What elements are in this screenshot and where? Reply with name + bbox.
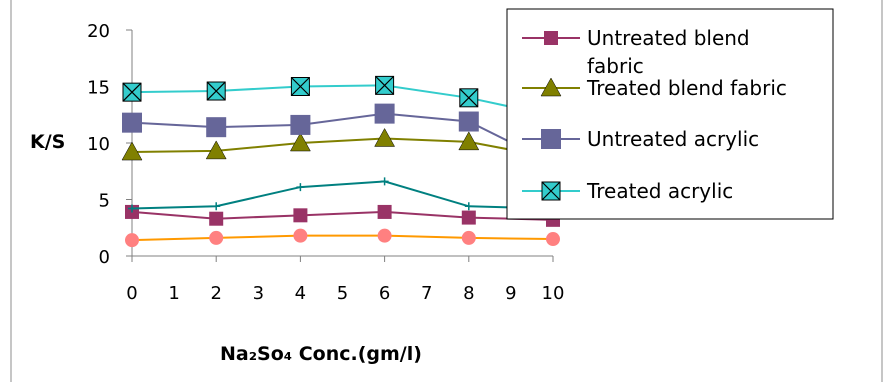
x-tick-label: 2 (210, 283, 221, 304)
x-tick-label: 3 (253, 283, 264, 304)
data-point (125, 233, 139, 248)
legend-marker (541, 181, 561, 201)
data-point (121, 141, 143, 161)
data-point (293, 228, 308, 243)
legend-marker (544, 31, 558, 45)
x-axis-title: Na₂So₄ Conc.(gm/l) (220, 343, 422, 365)
series-line (131, 180, 554, 210)
data-point (212, 202, 221, 211)
y-tick-label: 0 (99, 247, 110, 268)
series-1 (125, 204, 560, 227)
series-line (131, 234, 554, 242)
data-point (546, 232, 560, 247)
data-point (464, 202, 473, 211)
y-tick-label: 15 (87, 78, 110, 99)
legend-label: Untreated acrylic (587, 127, 759, 151)
marker-cross (375, 75, 395, 95)
y-tick-label: 10 (87, 134, 110, 155)
legend-item: Untreated acrylic (522, 127, 759, 151)
marker-cross (122, 82, 142, 102)
x-tick-label: 1 (168, 283, 179, 304)
x-tick-label: 4 (295, 283, 306, 304)
data-point (458, 111, 479, 132)
legend-marker (541, 129, 561, 149)
legend-label: Treated acrylic (586, 179, 733, 203)
data-point (122, 112, 142, 133)
legend-label-line: fabric (587, 54, 644, 78)
data-point (122, 82, 142, 102)
data-point (461, 210, 476, 225)
legend-label: Treated blend fabric (586, 76, 787, 100)
y-tick-label: 5 (99, 191, 110, 212)
series-line (131, 137, 554, 159)
data-point (374, 103, 395, 124)
marker-cross (459, 88, 479, 108)
data-point (296, 183, 305, 192)
data-point (128, 204, 136, 213)
series-line (131, 84, 554, 117)
marker-cross (541, 181, 561, 201)
chart-border (10, 0, 883, 382)
series-4 (122, 75, 563, 126)
data-point (205, 140, 227, 160)
data-point (290, 114, 311, 135)
series-2 (121, 127, 564, 166)
legend-marker (540, 77, 562, 97)
x-tick-label: 0 (126, 283, 137, 304)
y-ticks: 0 5 10 15 20 (87, 21, 132, 268)
series-3 (122, 103, 563, 174)
legend-item: Untreated blend fabric (522, 26, 750, 78)
data-point (209, 211, 224, 226)
x-tick-label: 8 (463, 283, 474, 304)
data-point (289, 132, 311, 152)
x-ticks: 0 1 2 3 4 5 6 7 8 9 10 (126, 256, 564, 304)
marker-cross (206, 81, 226, 101)
data-point (459, 88, 479, 108)
data-point (293, 208, 308, 223)
data-point (290, 77, 310, 96)
y-tick-label: 20 (87, 21, 110, 42)
series-line (131, 210, 554, 221)
data-point (380, 177, 389, 186)
data-point (461, 230, 476, 245)
legend-item: Treated blend fabric (522, 76, 787, 100)
data-point (458, 131, 480, 151)
y-axis-title: K/S (30, 131, 65, 153)
x-tick-label: 6 (379, 283, 390, 304)
data-point (206, 81, 226, 101)
series-5 (128, 177, 557, 213)
legend-label: Untreated blend fabric (587, 26, 750, 78)
x-tick-label: 5 (337, 283, 348, 304)
data-point (374, 127, 396, 147)
data-point (375, 75, 395, 95)
data-point (209, 230, 224, 245)
x-tick-label: 10 (542, 283, 565, 304)
x-tick-label: 7 (421, 283, 432, 304)
axes: 0 5 10 15 20 0 1 2 3 4 5 6 7 8 9 10 (87, 21, 564, 304)
series-6 (125, 228, 560, 248)
data-point (206, 117, 227, 138)
data-point (377, 204, 392, 219)
data-point (377, 228, 392, 243)
x-tick-label: 9 (505, 283, 516, 304)
legend-box (506, 8, 834, 220)
legend-item: Treated acrylic (522, 179, 733, 203)
legend-label-line: Untreated blend (587, 26, 750, 50)
series-layer (121, 75, 564, 248)
marker-cross (290, 77, 310, 96)
series-line (131, 112, 554, 165)
